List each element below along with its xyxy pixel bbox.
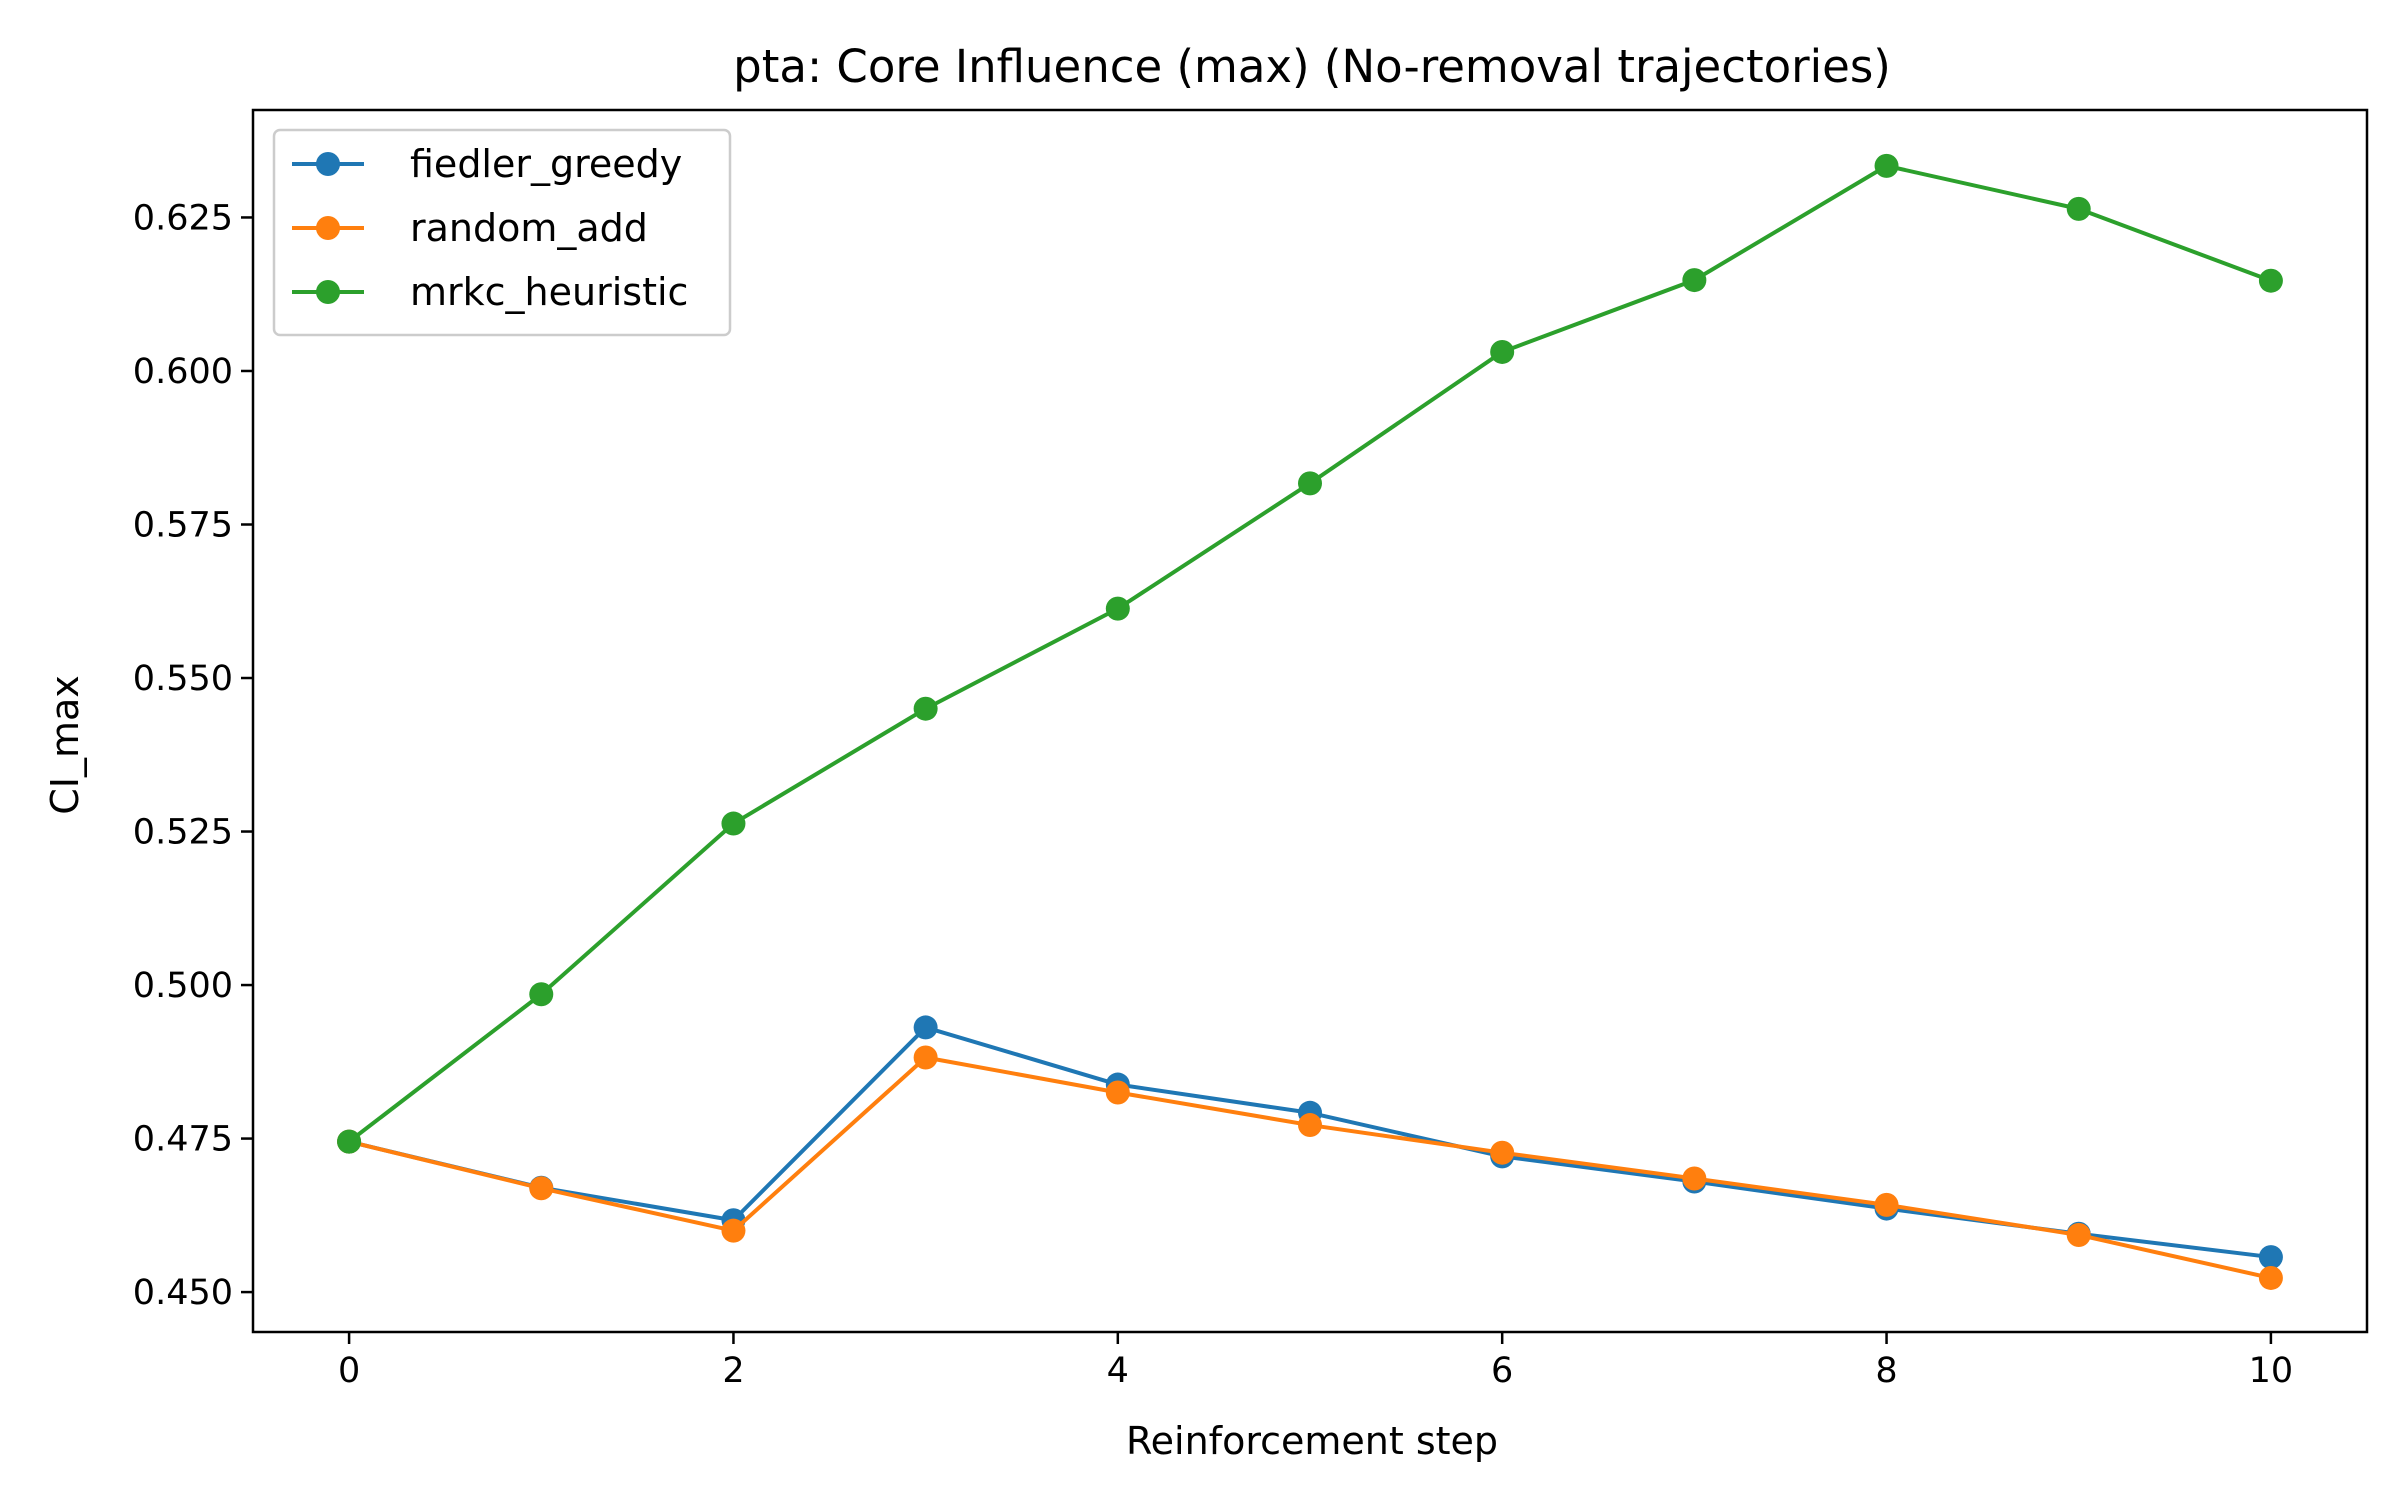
- legend-label: random_add: [410, 206, 648, 250]
- x-tick-label: 8: [1875, 1351, 1897, 1391]
- y-tick-label: 0.525: [133, 813, 233, 853]
- data-point: [913, 1045, 938, 1070]
- data-point: [913, 1015, 938, 1040]
- legend-item: fiedler_greedy: [292, 142, 682, 186]
- series-mrkc-heuristic: [337, 153, 2283, 1154]
- data-point: [529, 1176, 554, 1201]
- legend: fiedler_greedy random_add mrkc_heuristic: [272, 128, 732, 337]
- data-point: [337, 1129, 362, 1154]
- data-point: [2258, 1265, 2283, 1290]
- legend-item: mrkc_heuristic: [292, 270, 688, 314]
- y-tick-label: 0.575: [133, 505, 233, 545]
- data-point: [2066, 196, 2091, 221]
- legend-item: random_add: [292, 206, 648, 250]
- y-tick-label: 0.450: [133, 1273, 233, 1313]
- data-point: [1298, 1113, 1322, 1138]
- series-lines: [337, 153, 2283, 1290]
- data-point: [2258, 268, 2283, 293]
- x-tick-label: 10: [2249, 1351, 2294, 1391]
- data-point: [1874, 1192, 1899, 1217]
- legend-label: mrkc_heuristic: [410, 270, 688, 314]
- y-tick-label: 0.625: [133, 198, 233, 238]
- data-point: [2258, 1245, 2283, 1270]
- legend-marker: [316, 280, 340, 304]
- x-tick-label: 4: [1107, 1351, 1129, 1391]
- axis-ticks: 0 2 4 6 8 10 0.450 0.475 0.500 0.525 0.550 0.575 0.6…: [133, 198, 2293, 1391]
- y-axis-label: CI_max: [43, 675, 87, 815]
- data-point: [1490, 1140, 1515, 1165]
- data-point: [721, 811, 746, 836]
- y-tick-label: 0.475: [133, 1120, 233, 1160]
- data-point: [529, 982, 554, 1007]
- y-tick-label: 0.500: [133, 966, 233, 1006]
- y-tick-label: 0.600: [133, 352, 233, 392]
- data-point: [1105, 1080, 1130, 1105]
- legend-label: fiedler_greedy: [410, 142, 682, 186]
- x-tick-label: 0: [338, 1351, 360, 1391]
- x-tick-label: 6: [1491, 1351, 1513, 1391]
- data-point: [1682, 1166, 1707, 1191]
- y-tick-label: 0.550: [133, 659, 233, 699]
- data-point: [1682, 268, 1707, 293]
- chart-title: pta: Core Influence (max) (No-removal tr…: [733, 40, 1891, 93]
- legend-marker: [316, 152, 340, 176]
- data-point: [1298, 471, 1322, 496]
- data-point: [1874, 153, 1899, 178]
- series-random-add: [337, 1045, 2283, 1290]
- x-axis-label: Reinforcement step: [1126, 1419, 1498, 1463]
- data-point: [1490, 339, 1515, 364]
- data-point: [2066, 1222, 2091, 1247]
- data-point: [913, 696, 938, 721]
- data-point: [721, 1218, 746, 1243]
- legend-box: [272, 128, 732, 337]
- data-point: [1105, 596, 1130, 621]
- x-tick-label: 2: [722, 1351, 744, 1391]
- legend-marker: [316, 216, 340, 240]
- plot-frame: [251, 108, 2369, 1334]
